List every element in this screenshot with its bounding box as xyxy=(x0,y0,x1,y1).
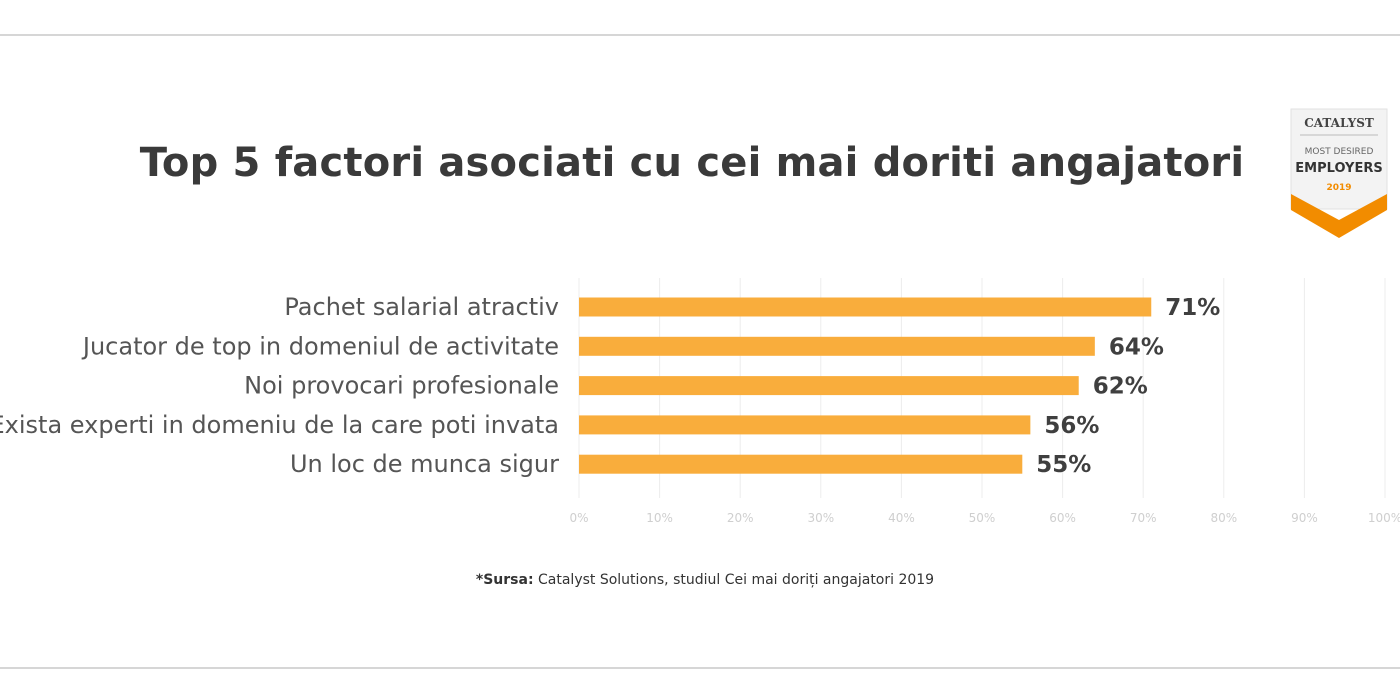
badge-brand: CATALYST xyxy=(1304,116,1374,130)
x-tick-label: 50% xyxy=(969,511,996,525)
source-note: *Sursa: Catalyst Solutions, studiul Cei … xyxy=(0,572,1400,588)
source-text: Catalyst Solutions, studiul Cei mai dori… xyxy=(533,572,935,588)
badge-line-1: MOST DESIRED xyxy=(1305,147,1374,157)
badge-background xyxy=(1290,108,1388,210)
x-tick-label: 40% xyxy=(888,511,915,525)
x-tick-label: 80% xyxy=(1210,511,1237,525)
chart-title: Top 5 factori asociati cu cei mai doriti… xyxy=(139,140,1245,186)
bar xyxy=(579,297,1152,317)
category-label: Pachet salarial atractiv xyxy=(284,293,559,321)
category-label: Exista experti in domeniu de la care pot… xyxy=(0,411,559,439)
data-label: 56% xyxy=(1044,413,1099,439)
badge-year: 2019 xyxy=(1326,183,1351,193)
data-label: 71% xyxy=(1165,295,1220,321)
x-tick-label: 10% xyxy=(646,511,673,525)
x-tick-label: 90% xyxy=(1291,511,1318,525)
x-tick-label: 0% xyxy=(569,511,588,525)
category-label: Un loc de munca sigur xyxy=(290,450,559,478)
bar-chart: 0% 10% 20% 30% 40% 50% 60% 70% 80% 90% 100% Pachet … xyxy=(0,278,1400,525)
bottom-divider xyxy=(0,667,1400,669)
x-tick-label: 30% xyxy=(807,511,834,525)
badge-chevron-icon xyxy=(1291,194,1387,238)
x-tick-label: 60% xyxy=(1049,511,1076,525)
x-tick-label: 100% xyxy=(1368,511,1400,525)
x-tick-label: 70% xyxy=(1130,511,1157,525)
most-desired-employers-badge: CATALYST MOST DESIRED EMPLOYERS 2019 xyxy=(1290,108,1388,238)
badge-line-2: EMPLOYERS xyxy=(1295,161,1382,176)
top-divider xyxy=(0,34,1400,36)
bar xyxy=(579,336,1095,356)
category-label: Noi provocari profesionale xyxy=(244,372,559,400)
source-prefix: *Sursa: xyxy=(475,572,534,588)
x-tick-label: 20% xyxy=(727,511,754,525)
data-label: 62% xyxy=(1093,374,1148,400)
bar xyxy=(579,415,1031,435)
data-label: 64% xyxy=(1109,334,1164,360)
data-label: 55% xyxy=(1036,452,1091,478)
bar xyxy=(579,376,1079,396)
category-label: Jucator de top in domeniul de activitate xyxy=(81,332,559,360)
bar xyxy=(579,454,1023,474)
